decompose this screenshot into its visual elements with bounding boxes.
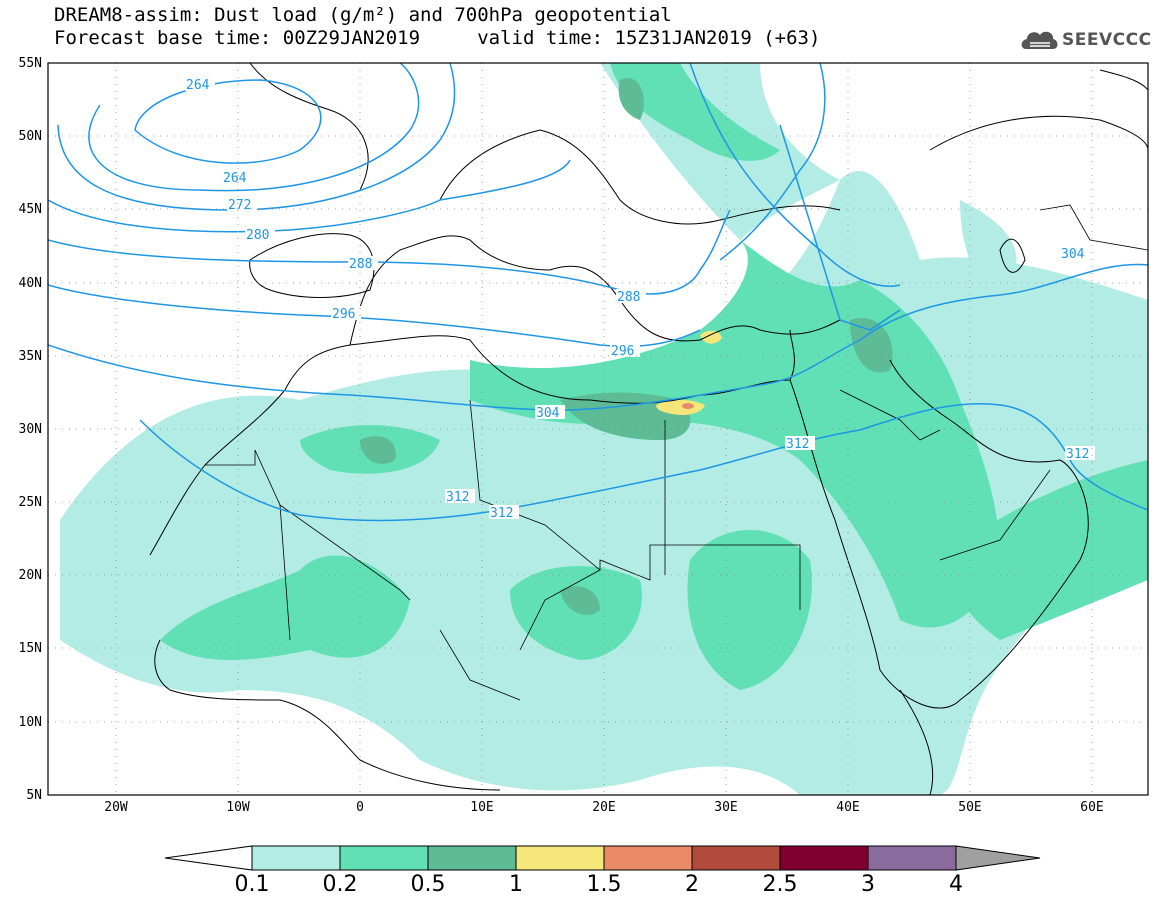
colorbar-label: 1.5	[586, 872, 622, 897]
dust-hotspot-yellow-egypt	[656, 399, 705, 415]
grid-lines	[48, 63, 1148, 795]
lat-label: 15N	[18, 641, 42, 656]
lon-label: 30E	[714, 800, 738, 815]
contour-labels: 264 264 272 280 288 296 288 296 304 304 …	[185, 77, 1095, 521]
lat-label: 25N	[18, 495, 42, 510]
dust-region-medium-chad	[510, 566, 642, 660]
contour-264-west	[88, 63, 420, 192]
lat-label: 35N	[18, 349, 42, 364]
contour-280	[48, 159, 571, 233]
contour-label: 304	[1061, 247, 1085, 262]
lon-label: 60E	[1080, 800, 1104, 815]
lon-label: 20W	[104, 800, 128, 815]
contour-label: 264	[186, 78, 210, 93]
colorbar-bin	[515, 845, 605, 871]
colorbar-label: 0.2	[322, 872, 358, 897]
colorbar-bin	[427, 845, 517, 871]
contour-296-east	[779, 124, 901, 331]
colorbar-bin	[867, 845, 957, 871]
contour-272	[57, 63, 456, 211]
lon-label: 10E	[470, 800, 494, 815]
lat-label: 10N	[18, 715, 42, 730]
colorbar-label: 0.5	[410, 872, 446, 897]
lat-label: 40N	[18, 276, 42, 291]
contour-label: 272	[228, 198, 251, 213]
colorbar-bin	[251, 845, 341, 871]
colorbar-high-arrow	[955, 845, 1041, 871]
colorbar-label: 3	[861, 872, 875, 897]
map-frame	[47, 62, 1149, 796]
logo-text: SEEVCCC	[1062, 30, 1152, 50]
contour-label: 264	[223, 171, 247, 186]
dust-region-medium-ukraine	[610, 63, 780, 161]
contour-label: 296	[332, 307, 355, 322]
contour-label: 312	[446, 490, 469, 505]
dust-region-dark-algeria	[360, 436, 396, 464]
lon-label: 40E	[836, 800, 860, 815]
lon-label: 0	[356, 800, 364, 815]
colorbar-bin	[779, 845, 869, 871]
colorbar	[164, 845, 1041, 871]
dust-region-dark-north	[618, 78, 644, 120]
colorbar-label: 2	[685, 872, 699, 897]
colorbar-label: 0.1	[234, 872, 270, 897]
colorbar-label: 2.5	[762, 872, 798, 897]
dust-hotspot-orange	[682, 403, 694, 409]
borders	[205, 204, 1148, 701]
contour-312	[139, 402, 1148, 522]
lon-label: 10W	[226, 800, 250, 815]
contour-label: 312	[786, 437, 809, 452]
cloud-logo-icon	[1021, 31, 1058, 49]
lat-label: 30N	[18, 422, 42, 437]
contour-264-closed	[134, 79, 322, 164]
lat-label: 55N	[18, 56, 42, 71]
colorbar-bin	[603, 845, 693, 871]
contour-label: 280	[246, 228, 269, 243]
lat-label: 50N	[18, 129, 42, 144]
contour-label: 296	[611, 344, 634, 359]
map-title: DREAM8-assim: Dust load (g/m²) and 700hP…	[54, 4, 672, 26]
contour-label: 312	[1066, 447, 1089, 462]
contour-304	[48, 263, 1148, 411]
lon-label: 50E	[958, 800, 982, 815]
dust-region-medium-sudan	[687, 530, 812, 690]
lat-label: 5N	[26, 788, 42, 803]
contour-label: 288	[349, 257, 372, 272]
contour-296-turkey	[689, 63, 901, 287]
lat-label: 45N	[18, 202, 42, 217]
forecast-time: Forecast base time: 00Z29JAN2019 valid t…	[54, 27, 821, 49]
dust-region-medium-west	[160, 555, 410, 660]
colorbar-label: 4	[949, 872, 963, 897]
lat-label: 20N	[18, 568, 42, 583]
dust-region-light-caspian	[960, 200, 1017, 300]
dust-region-dark-iraq	[850, 318, 893, 373]
contour-296-west	[48, 284, 701, 348]
colorbar-bin	[691, 845, 781, 871]
colorbar-bin	[339, 845, 429, 871]
contour-label: 312	[490, 506, 513, 521]
colorbar-label: 1	[509, 872, 523, 897]
lon-label: 20E	[592, 800, 616, 815]
dust-region-medium-arabia	[940, 460, 1148, 640]
contour-288-east	[719, 63, 826, 261]
contour-label: 304	[536, 406, 560, 421]
dust-region-dark-chad	[560, 586, 600, 615]
colorbar-low-arrow	[164, 845, 253, 871]
geopotential-contours	[48, 63, 1148, 522]
contour-288	[48, 209, 731, 295]
dust-hotspot-yellow-turkey	[700, 330, 722, 344]
contour-label: 288	[617, 290, 640, 305]
